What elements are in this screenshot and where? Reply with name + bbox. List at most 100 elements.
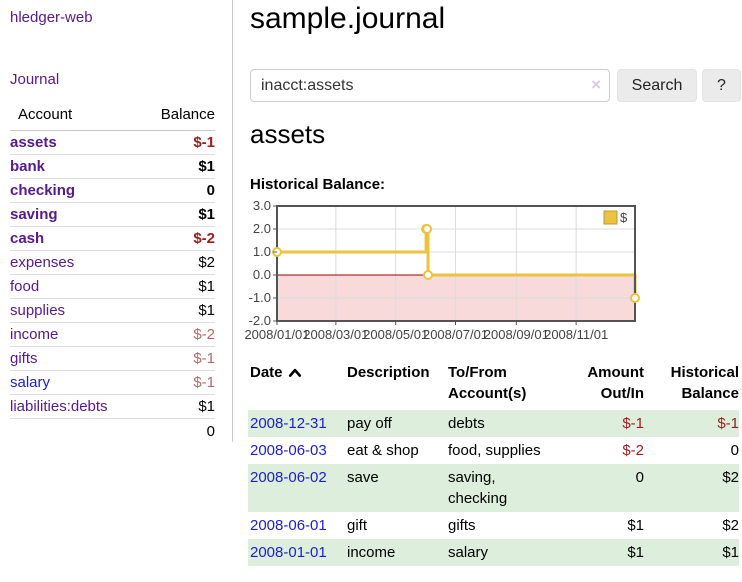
table-row: 2008-06-02 save saving, checking 0 $2 (248, 464, 739, 512)
accounts-total-row: 0 (10, 418, 215, 443)
sidebar-account-link-saving[interactable]: saving (10, 206, 58, 223)
transaction-balance: $2 (644, 464, 739, 512)
legend-label: $ (620, 210, 628, 225)
x-tick-label: 2008/07/01 (423, 327, 488, 342)
sidebar-account-link-supplies[interactable]: supplies (10, 302, 66, 319)
transaction-date-link[interactable]: 2008-12-31 (250, 415, 327, 432)
account-row: cash $-2 (10, 226, 215, 251)
y-tick-label: 0.0 (253, 267, 271, 282)
register-header-date[interactable]: Date (248, 360, 345, 410)
sidebar-account-link-expenses[interactable]: expenses (10, 254, 75, 271)
transaction-description: income (345, 539, 446, 566)
search-button[interactable]: Search (617, 69, 697, 102)
table-row: 2008-12-31 pay off debts $-1 $-1 (248, 410, 739, 437)
account-balance: $-1 (135, 130, 215, 155)
accounts-table: Account Balance assets $-1 bank $1 checking 0… (10, 103, 215, 443)
app-brand-link[interactable]: hledger-web (10, 9, 93, 26)
x-tick-label: 2008/11/01 (544, 327, 608, 342)
sidebar-account-link-liabilities-debts[interactable]: liabilities:debts (10, 398, 108, 415)
account-row: income $-2 (10, 322, 215, 347)
account-balance: $-1 (135, 370, 215, 395)
transaction-date-link[interactable]: 2008-06-03 (250, 442, 327, 459)
sort-ascending-icon (288, 363, 302, 384)
account-balance: $1 (135, 298, 215, 323)
account-title: assets (250, 119, 326, 149)
account-row: assets $-1 (10, 130, 215, 155)
table-row: 2008-06-03 eat & shop food, supplies $-2 0 (248, 437, 739, 464)
main-content: sample.journal × Search ? assets Histori… (244, 0, 742, 582)
register-header-accounts: To/From Account(s) (448, 364, 527, 402)
transaction-accounts: debts (446, 410, 558, 437)
data-point-marker (423, 270, 434, 280)
transaction-accounts: salary (446, 539, 558, 566)
sidebar-account-link-checking[interactable]: checking (10, 182, 76, 199)
transaction-balance: $1 (644, 539, 739, 566)
transaction-balance: 0 (730, 442, 739, 459)
accounts-header-account: Account (10, 103, 136, 131)
transaction-balance: $-1 (644, 410, 739, 437)
x-tick-label: 2008/03/01 (303, 327, 368, 342)
y-tick-label: 2.0 (253, 221, 271, 236)
x-tick-label: 2008/01/01 (244, 327, 309, 342)
sidebar-account-link-bank[interactable]: bank (10, 158, 46, 175)
table-row: 2008-01-01 income salary $1 $1 (248, 539, 739, 566)
sidebar-account-link-income[interactable]: income (10, 326, 59, 343)
data-point-marker (630, 293, 640, 303)
transaction-date-link[interactable]: 2008-06-01 (250, 517, 327, 534)
sidebar-account-link-assets[interactable]: assets (10, 134, 57, 151)
transaction-accounts: saving, checking (446, 464, 558, 512)
transaction-date-link[interactable]: 2008-01-01 (250, 544, 327, 561)
register-header-description: Description (347, 364, 430, 381)
account-balance: $1 (135, 154, 215, 179)
account-balance: 0 (135, 178, 215, 203)
transaction-amount: 0 (558, 464, 644, 512)
sidebar-account-link-gifts[interactable]: gifts (10, 350, 38, 367)
transaction-accounts: food, supplies (448, 442, 541, 459)
transaction-accounts: gifts (448, 517, 476, 534)
sidebar-account-link-food[interactable]: food (10, 278, 40, 295)
account-row: checking 0 (10, 178, 215, 203)
account-row: expenses $2 (10, 250, 215, 275)
transaction-amount: $-2 (622, 442, 644, 459)
chart-title: Historical Balance: (250, 176, 386, 193)
account-balance: $1 (135, 394, 215, 419)
transaction-amount: $1 (627, 517, 644, 534)
account-balance: $-2 (135, 322, 215, 347)
account-balance: $1 (135, 202, 215, 227)
sidebar-item-journal[interactable]: Journal (10, 71, 60, 88)
account-row: bank $1 (10, 154, 215, 179)
transaction-description: eat & shop (347, 442, 419, 459)
transaction-description: save (345, 464, 446, 512)
clear-search-icon[interactable]: × (591, 75, 601, 94)
account-row: salary $-1 (10, 370, 215, 395)
account-row: supplies $1 (10, 298, 215, 323)
legend-swatch (603, 210, 618, 225)
account-row: gifts $-1 (10, 346, 215, 371)
search-input[interactable] (250, 69, 610, 102)
y-tick-label: 3.0 (253, 200, 271, 213)
account-balance: $-1 (135, 346, 215, 371)
sidebar-account-link-cash[interactable]: cash (10, 230, 45, 247)
transaction-date-link[interactable]: 2008-06-02 (250, 469, 327, 486)
accounts-header-balance: Balance (135, 103, 215, 131)
transaction-balance: $2 (722, 517, 739, 534)
help-button[interactable]: ? (702, 69, 741, 102)
transaction-amount: $-1 (558, 410, 644, 437)
account-row: liabilities:debts $1 (10, 394, 215, 419)
account-balance: $-2 (135, 226, 215, 251)
historical-balance-chart: 3.0 2.0 1.0 0.0 -1.0 -2.0 2008/01/01 2008/03/01… (244, 198, 644, 350)
x-tick-label: 2008/09/01 (484, 327, 549, 342)
sidebar-account-link-salary[interactable]: salary (10, 374, 51, 391)
transaction-description: pay off (345, 410, 446, 437)
transaction-amount: $1 (558, 539, 644, 566)
data-point-marker (422, 224, 433, 234)
account-balance: $2 (135, 250, 215, 275)
y-tick-label: -2.0 (249, 313, 271, 328)
chart-canvas: 3.0 2.0 1.0 0.0 -1.0 -2.02008/01/012008/03/01… (244, 198, 640, 342)
account-balance: $1 (135, 274, 215, 299)
y-tick-label: 1.0 (253, 244, 271, 259)
search-form: × Search ? (250, 69, 741, 102)
page-title: sample.journal (250, 2, 446, 35)
account-row: saving $1 (10, 202, 215, 227)
sidebar: hledger-web Journal Account Balance asse… (0, 0, 233, 443)
